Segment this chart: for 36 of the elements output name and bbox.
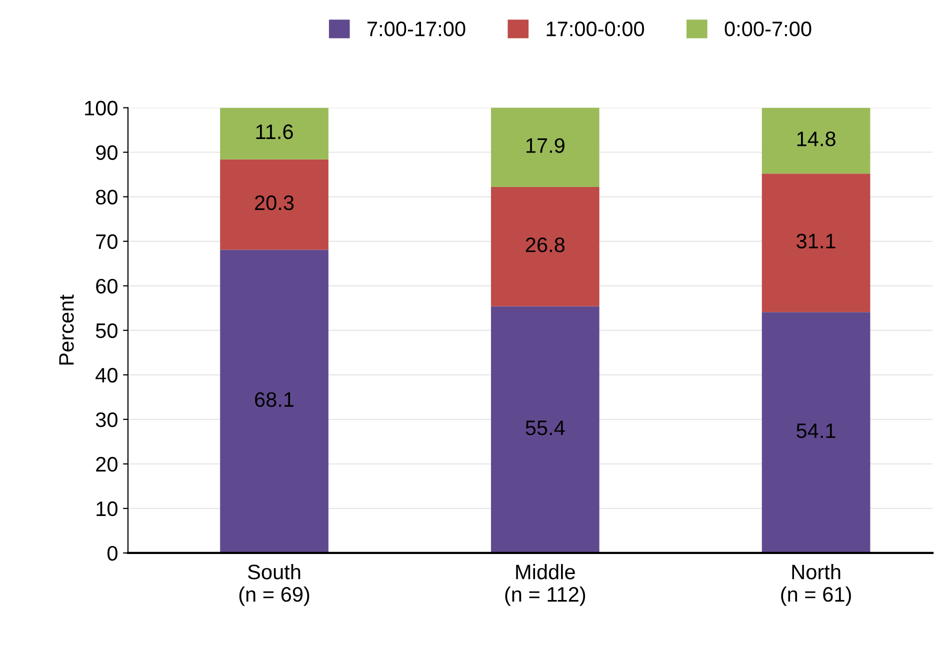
bar [490, 186, 600, 306]
bar [762, 108, 870, 174]
y-tick-label: 10 [96, 501, 118, 516]
y-tick-label: 60 [96, 278, 118, 294]
y-tick-label: 100 [85, 100, 118, 116]
y-tick-label: 50 [96, 323, 118, 338]
data-label: 54.1 [796, 424, 836, 438]
y-tick-label: 90 [96, 145, 118, 160]
bar [220, 250, 328, 553]
data-label: 31.1 [796, 234, 836, 248]
legend-label: 0:00-7:00 [724, 22, 812, 36]
bar [490, 306, 600, 553]
data-label: 11.6 [256, 124, 293, 140]
legend-label: 7:00-17:00 [368, 22, 466, 36]
bar [762, 174, 870, 312]
data-label: 26.8 [526, 237, 565, 252]
y-tick-label: 20 [96, 456, 118, 472]
bar [490, 108, 600, 187]
y-tick-label: 40 [96, 368, 118, 383]
y-tick-label: 30 [96, 412, 118, 428]
data-label: 20.3 [255, 195, 294, 210]
legend-label: 17:00-0:00 [546, 22, 644, 36]
y-tick-label: 70 [96, 234, 118, 250]
bar [762, 312, 870, 553]
x-tick-label: North (n = 61) [781, 564, 851, 606]
data-label: 14.8 [797, 132, 836, 146]
y-tick-label: 0 [107, 546, 118, 561]
bar [220, 108, 328, 160]
y-axis-title: Percent [59, 294, 74, 365]
x-tick-label: Middle (n = 112) [505, 564, 586, 606]
bar [220, 159, 328, 250]
data-label: 68.1 [255, 392, 294, 407]
y-tick-label: 80 [96, 190, 118, 205]
x-tick-label: South (n = 69) [239, 564, 310, 606]
data-label: 55.4 [526, 420, 565, 436]
data-label: 17.9 [526, 138, 564, 153]
